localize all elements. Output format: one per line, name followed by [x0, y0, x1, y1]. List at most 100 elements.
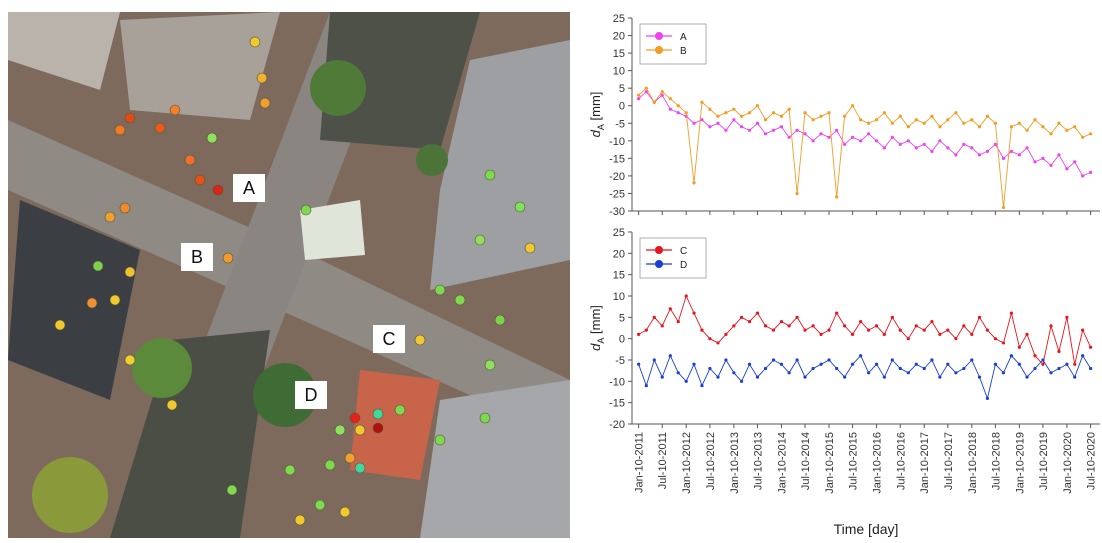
data-point: [724, 333, 727, 336]
data-point: [875, 118, 878, 121]
y-tick-label: -15: [609, 398, 625, 410]
data-point: [970, 333, 973, 336]
data-point: [1057, 367, 1060, 370]
legend-label: B: [680, 46, 687, 57]
series-line: [639, 356, 1091, 399]
data-point: [923, 367, 926, 370]
x-tick-label: Jul-10-2019: [1038, 432, 1050, 490]
data-point: [970, 146, 973, 149]
x-tick-label: Jul-10-2014: [800, 432, 812, 490]
data-point: [1041, 157, 1044, 160]
data-point: [764, 367, 767, 370]
data-point: [867, 122, 870, 125]
data-point: [899, 115, 902, 118]
data-point: [875, 363, 878, 366]
data-point: [851, 136, 854, 139]
data-point: [788, 136, 791, 139]
point-marker: [480, 413, 490, 423]
data-point: [1033, 354, 1036, 357]
data-point: [708, 367, 711, 370]
y-tick-label: -10: [609, 136, 625, 148]
y-tick-label: 25: [613, 227, 625, 239]
data-point: [803, 375, 806, 378]
data-point: [1041, 125, 1044, 128]
data-point: [954, 371, 957, 374]
data-point: [859, 354, 862, 357]
data-point: [819, 333, 822, 336]
data-point: [1041, 363, 1044, 366]
data-point: [835, 129, 838, 132]
point-marker: [257, 73, 267, 83]
x-tick-label: Jul-10-2018: [990, 432, 1002, 490]
data-point: [915, 363, 918, 366]
data-point: [1033, 160, 1036, 163]
data-point: [978, 153, 981, 156]
x-tick-label: Jul-10-2015: [848, 432, 860, 490]
data-point: [795, 316, 798, 319]
data-point: [748, 363, 751, 366]
point-marker: [120, 203, 130, 213]
data-point: [962, 367, 965, 370]
data-point: [859, 320, 862, 323]
data-point: [1081, 354, 1084, 357]
x-tick-label: Jan-10-2019: [1014, 432, 1026, 494]
data-point: [732, 371, 735, 374]
point-marker: [475, 235, 485, 245]
data-point: [772, 129, 775, 132]
data-point: [938, 333, 941, 336]
y-tick-label: 5: [619, 312, 625, 324]
data-point: [653, 358, 656, 361]
y-tick-label: -5: [615, 118, 625, 130]
x-tick-label: Jan-10-2014: [776, 432, 788, 494]
data-point: [954, 337, 957, 340]
point-marker: [345, 453, 355, 463]
data-point: [851, 363, 854, 366]
data-point: [946, 118, 949, 121]
data-point: [1010, 150, 1013, 153]
data-point: [986, 150, 989, 153]
point-marker: [213, 185, 223, 195]
point-label: B: [191, 247, 203, 267]
point-marker: [195, 175, 205, 185]
data-point: [669, 354, 672, 357]
y-tick-label: -30: [609, 206, 625, 218]
data-point: [1081, 329, 1084, 332]
data-point: [962, 324, 965, 327]
point-marker: [495, 315, 505, 325]
data-point: [637, 94, 640, 97]
data-point: [1002, 371, 1005, 374]
data-point: [859, 139, 862, 142]
data-point: [669, 97, 672, 100]
data-point: [930, 150, 933, 153]
data-point: [986, 397, 989, 400]
data-point: [700, 329, 703, 332]
tree: [416, 144, 448, 176]
data-point: [1033, 367, 1036, 370]
x-tick-label: Jan-10-2017: [919, 432, 931, 494]
y-tick-label: 25: [613, 13, 625, 25]
data-point: [748, 320, 751, 323]
data-point: [994, 143, 997, 146]
point-marker: [373, 409, 383, 419]
data-point: [732, 118, 735, 121]
point-marker: [455, 295, 465, 305]
data-point: [851, 333, 854, 336]
page: A B C D -30-25-20-15-10-50510152025dA [m…: [0, 0, 1102, 538]
data-point: [716, 341, 719, 344]
data-point: [645, 87, 648, 90]
point-marker: [415, 335, 425, 345]
data-point: [923, 143, 926, 146]
point-marker: [350, 413, 360, 423]
data-point: [1089, 171, 1092, 174]
data-point: [875, 139, 878, 142]
point-marker: [227, 485, 237, 495]
data-point: [1025, 129, 1028, 132]
legend-marker: [655, 246, 663, 254]
y-tick-label: 20: [613, 31, 625, 43]
data-point: [732, 108, 735, 111]
data-point: [994, 122, 997, 125]
data-point: [756, 375, 759, 378]
data-point: [740, 125, 743, 128]
data-point: [827, 136, 830, 139]
data-point: [764, 132, 767, 135]
